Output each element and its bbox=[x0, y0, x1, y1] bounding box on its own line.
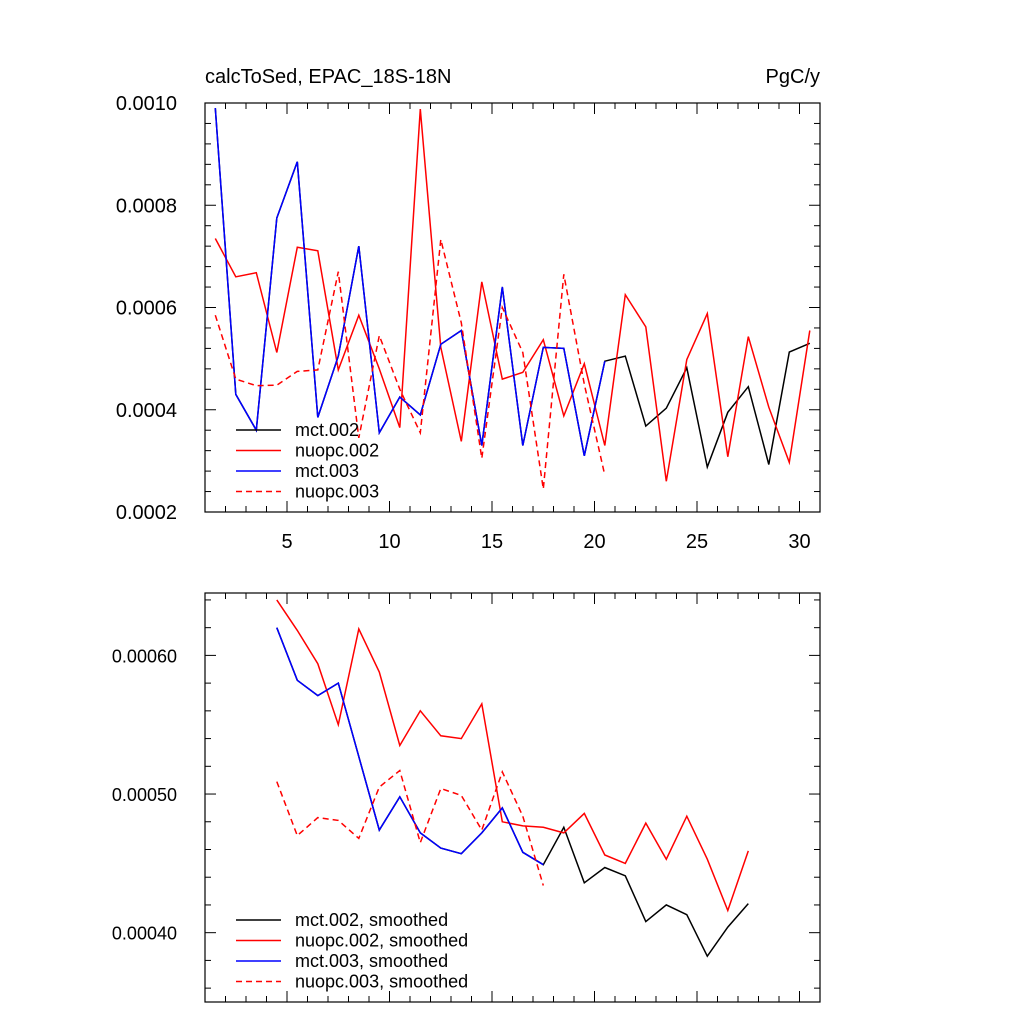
x-tick-label: 30 bbox=[788, 531, 810, 553]
x-tick-label: 5 bbox=[281, 531, 292, 553]
legend-label-2: mct.003 bbox=[295, 461, 359, 481]
series-line-2 bbox=[214, 108, 606, 456]
y-tick-label: 0.0004 bbox=[116, 400, 177, 422]
y-tick-label: 0.00040 bbox=[112, 924, 177, 944]
series-line-1 bbox=[276, 599, 750, 913]
series-line-3 bbox=[214, 239, 606, 490]
chart-title: calcToSed, EPAC_18S-18N bbox=[205, 66, 451, 88]
legend-label-0: mct.002, smoothed bbox=[295, 910, 448, 930]
y-tick-label: 0.0010 bbox=[116, 93, 177, 115]
y-tick-label: 0.0008 bbox=[116, 195, 177, 217]
legend-label-1: nuopc.002, smoothed bbox=[295, 931, 468, 951]
units-label: PgC/y bbox=[766, 66, 820, 88]
legend-label-0: mct.002 bbox=[295, 420, 359, 440]
y-tick-label: 0.00060 bbox=[112, 646, 177, 666]
x-tick-label: 25 bbox=[686, 531, 708, 553]
x-tick-label: 15 bbox=[481, 531, 503, 553]
series-line-1 bbox=[214, 109, 811, 482]
y-tick-label: 0.00050 bbox=[112, 785, 177, 805]
legend-label-3: nuopc.003 bbox=[295, 482, 379, 502]
x-tick-label: 10 bbox=[378, 531, 400, 553]
series-line-2 bbox=[276, 627, 544, 866]
y-tick-label: 0.0002 bbox=[116, 502, 177, 524]
legend-label-1: nuopc.002 bbox=[295, 441, 379, 461]
series-line-3 bbox=[276, 769, 545, 886]
legend-label-3: nuopc.003, smoothed bbox=[295, 972, 468, 992]
series-line-0 bbox=[214, 108, 811, 470]
x-tick-label: 20 bbox=[583, 531, 605, 553]
y-tick-label: 0.0006 bbox=[116, 298, 177, 320]
series-line-0 bbox=[276, 627, 749, 958]
top-panel: 5 10 15 20 25 30 0.0002 0.0004 0.0006 0.0008 0.001… bbox=[116, 66, 821, 553]
legend-label-2: mct.003, smoothed bbox=[295, 951, 448, 971]
